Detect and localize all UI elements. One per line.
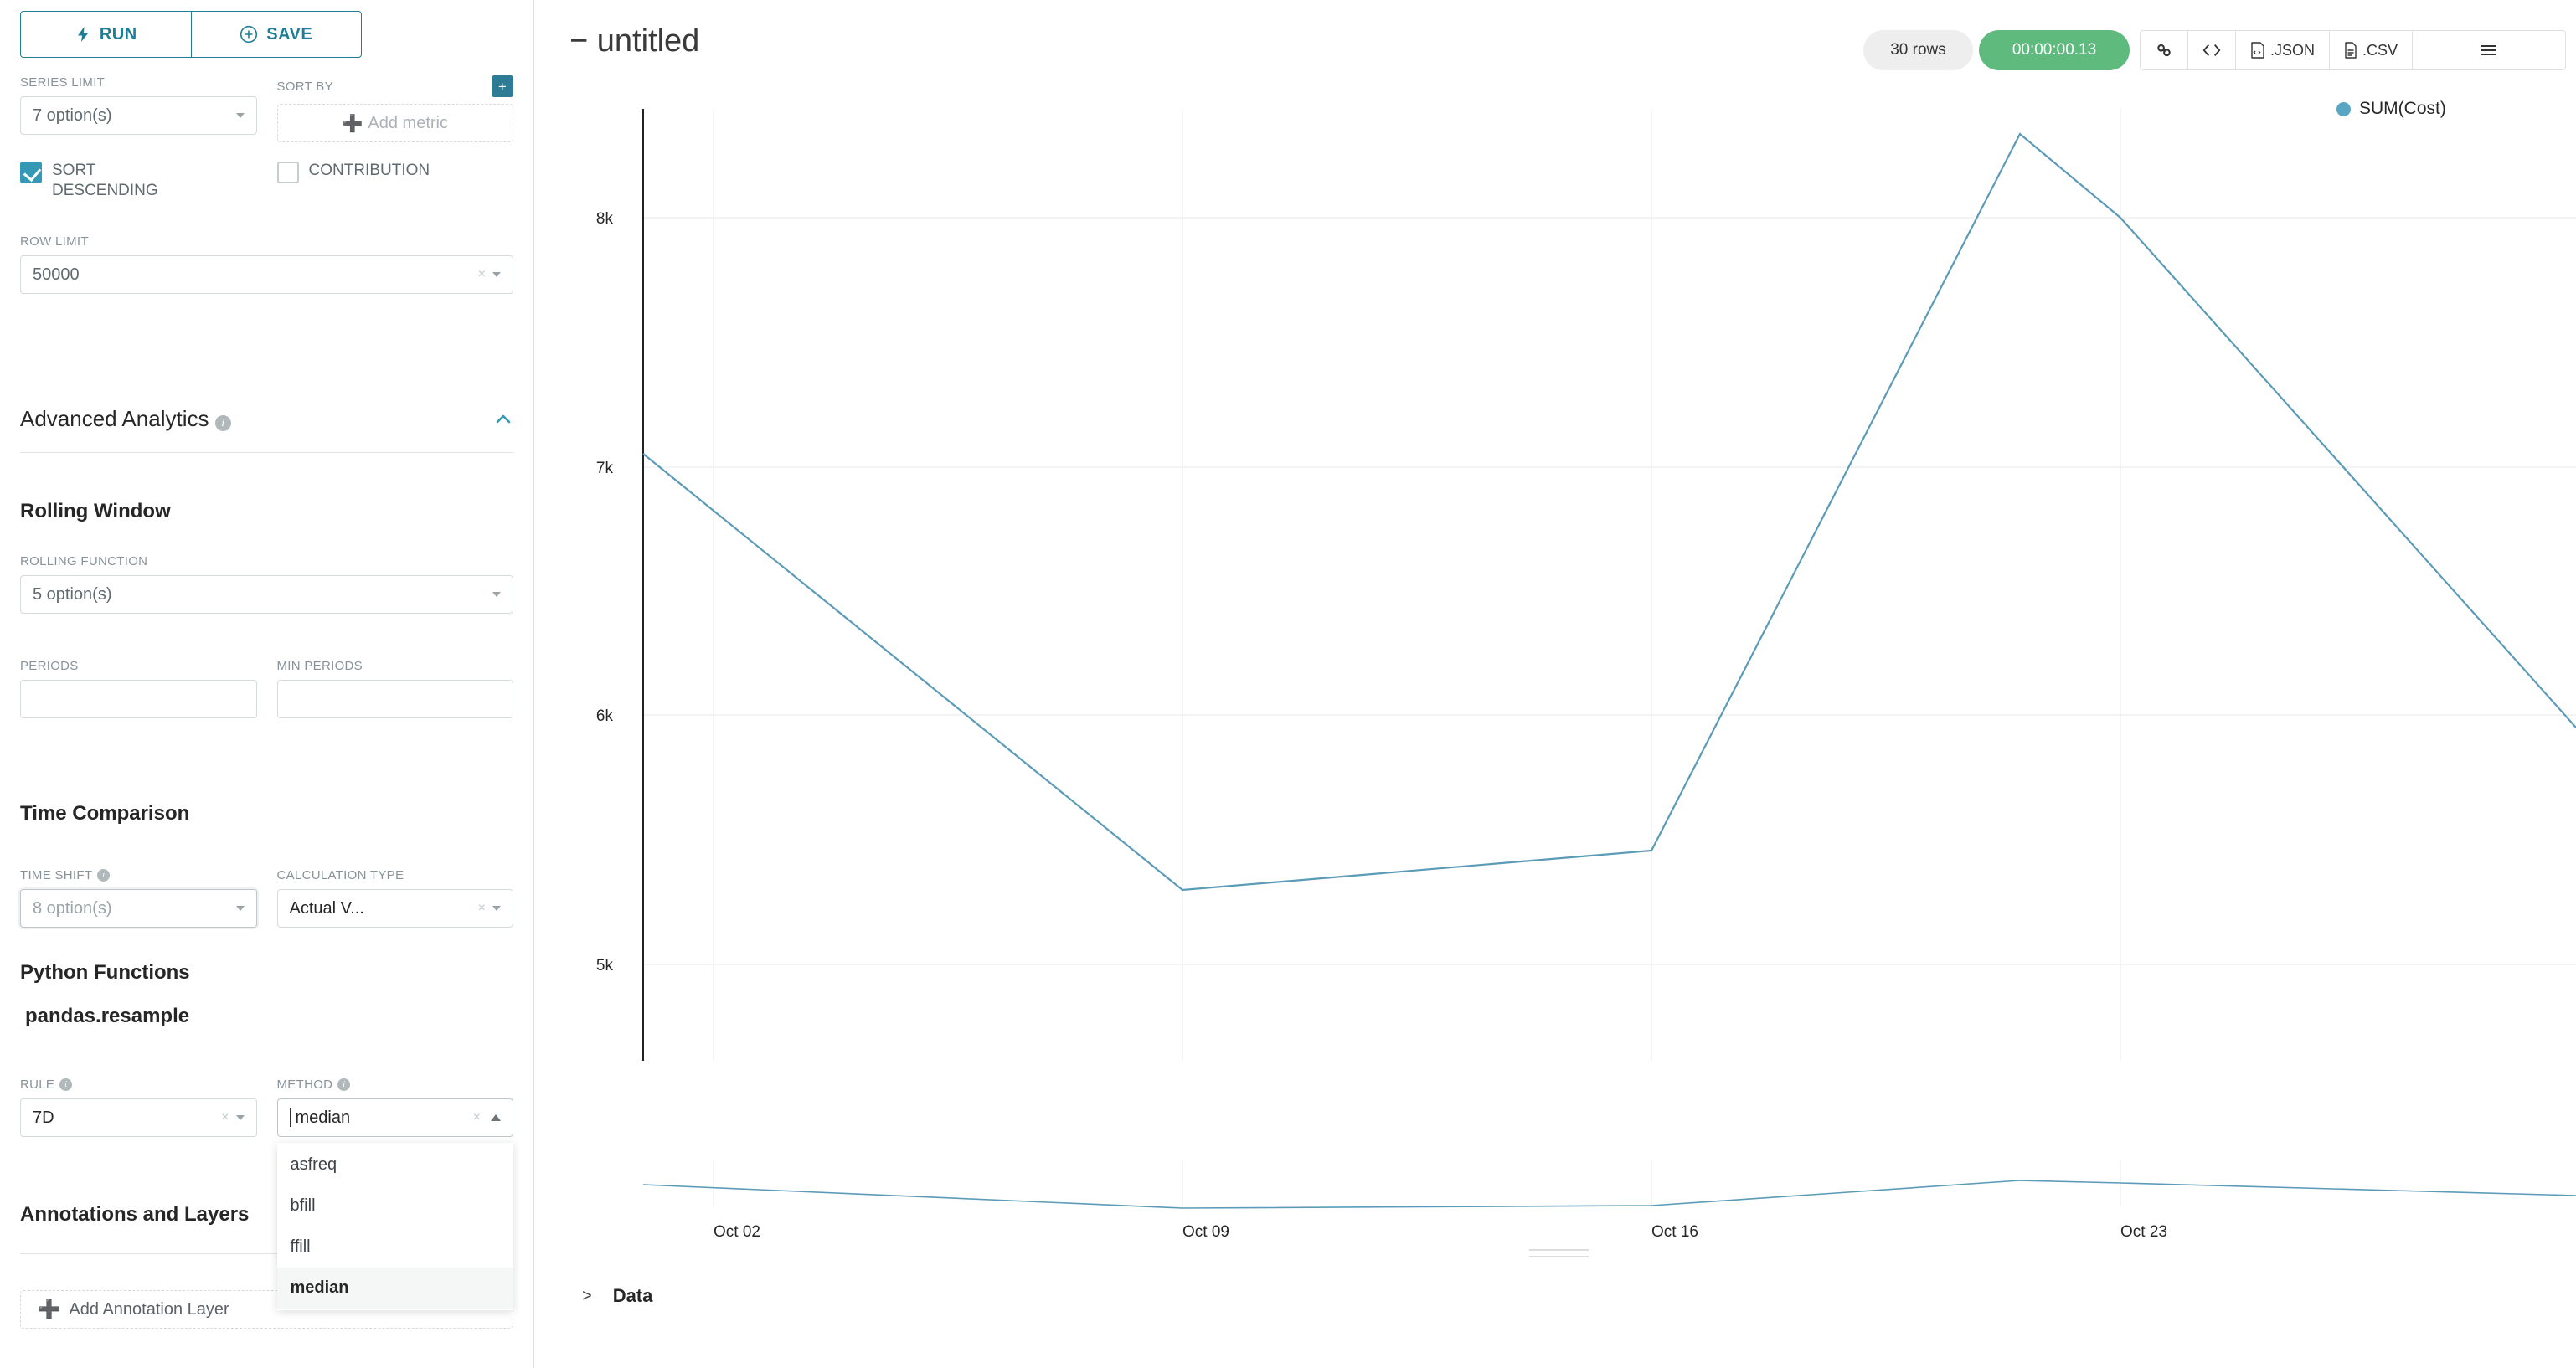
svg-text:7k: 7k (596, 460, 614, 477)
svg-text:Oct 02: Oct 02 (714, 1223, 760, 1241)
svg-text:6k: 6k (596, 707, 614, 725)
svg-text:Oct 23: Oct 23 (2120, 1223, 2167, 1241)
svg-text:Oct 16: Oct 16 (1651, 1223, 1698, 1241)
svg-text:Oct 09: Oct 09 (1182, 1223, 1229, 1241)
svg-text:5k: 5k (596, 957, 614, 975)
svg-text:8k: 8k (596, 210, 614, 228)
